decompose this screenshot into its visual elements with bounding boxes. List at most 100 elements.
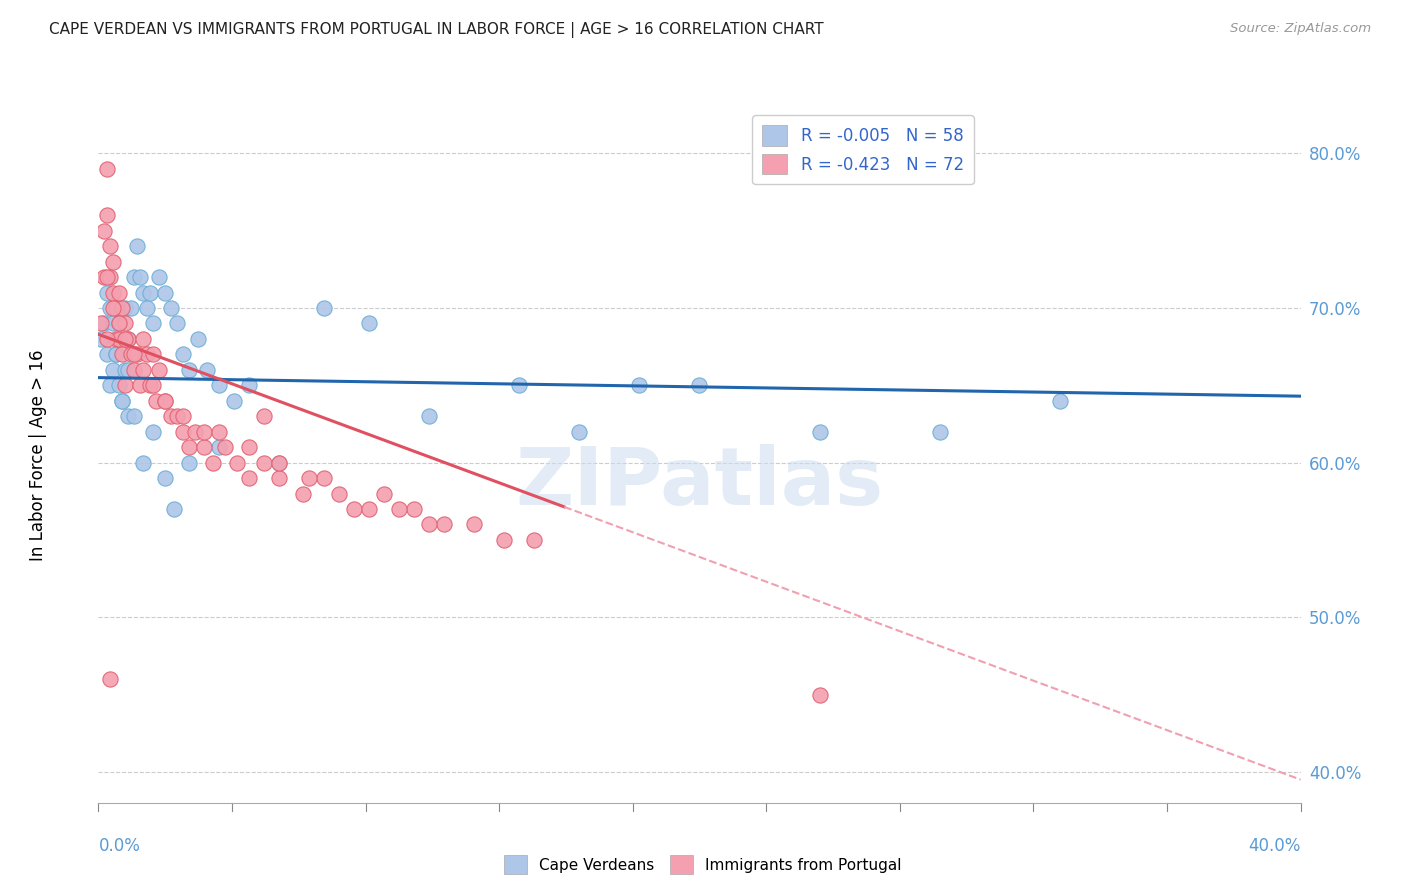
Point	[291, 486, 314, 500]
Point	[238, 378, 260, 392]
Point	[267, 471, 290, 485]
Point	[166, 409, 188, 424]
Point	[132, 285, 155, 300]
Point	[108, 332, 131, 346]
Point	[141, 317, 163, 331]
Point	[402, 502, 425, 516]
Point	[108, 317, 131, 331]
Point	[103, 301, 125, 315]
Point	[628, 378, 651, 392]
Point	[373, 486, 395, 500]
Point	[127, 239, 149, 253]
Point	[222, 393, 245, 408]
Point	[93, 317, 115, 331]
Point	[208, 425, 231, 439]
Point	[124, 270, 146, 285]
Point	[267, 456, 290, 470]
Point	[208, 378, 231, 392]
Point	[111, 347, 134, 361]
Point	[141, 425, 163, 439]
Point	[201, 456, 224, 470]
Point	[114, 301, 136, 315]
Point	[929, 425, 952, 439]
Point	[568, 425, 591, 439]
Point	[100, 270, 122, 285]
Point	[100, 672, 122, 686]
Point	[508, 378, 530, 392]
Point	[238, 440, 260, 454]
Point	[121, 347, 143, 361]
Text: In Labor Force | Age > 16: In Labor Force | Age > 16	[30, 349, 48, 561]
Point	[103, 254, 125, 268]
Point	[96, 161, 118, 176]
Text: CAPE VERDEAN VS IMMIGRANTS FROM PORTUGAL IN LABOR FORCE | AGE > 16 CORRELATION C: CAPE VERDEAN VS IMMIGRANTS FROM PORTUGAL…	[49, 22, 824, 38]
Legend: Cape Verdeans, Immigrants from Portugal: Cape Verdeans, Immigrants from Portugal	[498, 849, 908, 880]
Point	[117, 363, 139, 377]
Point	[388, 502, 411, 516]
Point	[153, 285, 176, 300]
Point	[124, 363, 146, 377]
Point	[127, 347, 149, 361]
Point	[111, 301, 134, 315]
Point	[105, 301, 128, 315]
Point	[138, 285, 160, 300]
Point	[96, 270, 118, 285]
Text: 40.0%: 40.0%	[1249, 837, 1301, 855]
Point	[225, 456, 247, 470]
Point	[105, 347, 128, 361]
Point	[328, 486, 350, 500]
Point	[689, 378, 711, 392]
Point	[312, 301, 335, 315]
Point	[132, 363, 155, 377]
Point	[124, 409, 146, 424]
Point	[193, 425, 215, 439]
Point	[96, 347, 118, 361]
Point	[312, 471, 335, 485]
Point	[121, 301, 143, 315]
Point	[145, 393, 167, 408]
Point	[138, 378, 160, 392]
Point	[195, 363, 218, 377]
Point	[267, 456, 290, 470]
Point	[108, 378, 131, 392]
Point	[172, 409, 194, 424]
Point	[172, 425, 194, 439]
Point	[103, 317, 125, 331]
Point	[159, 409, 181, 424]
Point	[166, 317, 188, 331]
Point	[103, 285, 125, 300]
Legend: R = -0.005   N = 58, R = -0.423   N = 72: R = -0.005 N = 58, R = -0.423 N = 72	[752, 115, 973, 185]
Point	[253, 409, 276, 424]
Point	[523, 533, 546, 547]
Point	[208, 440, 231, 454]
Point	[153, 471, 176, 485]
Point	[100, 378, 122, 392]
Point	[114, 332, 136, 346]
Point	[153, 393, 176, 408]
Point	[808, 425, 831, 439]
Point	[162, 502, 184, 516]
Point	[177, 440, 200, 454]
Point	[117, 332, 139, 346]
Point	[214, 440, 236, 454]
Text: 0.0%: 0.0%	[98, 837, 141, 855]
Point	[105, 347, 128, 361]
Point	[105, 301, 128, 315]
Point	[117, 409, 139, 424]
Point	[238, 471, 260, 485]
Point	[132, 332, 155, 346]
Point	[808, 688, 831, 702]
Point	[129, 378, 152, 392]
Point	[114, 378, 136, 392]
Point	[132, 456, 155, 470]
Point	[187, 332, 209, 346]
Point	[148, 363, 170, 377]
Point	[96, 208, 118, 222]
Point	[1049, 393, 1071, 408]
Text: ZIPatlas: ZIPatlas	[516, 443, 883, 522]
Point	[177, 363, 200, 377]
Point	[93, 270, 115, 285]
Point	[141, 347, 163, 361]
Point	[253, 456, 276, 470]
Point	[124, 347, 146, 361]
